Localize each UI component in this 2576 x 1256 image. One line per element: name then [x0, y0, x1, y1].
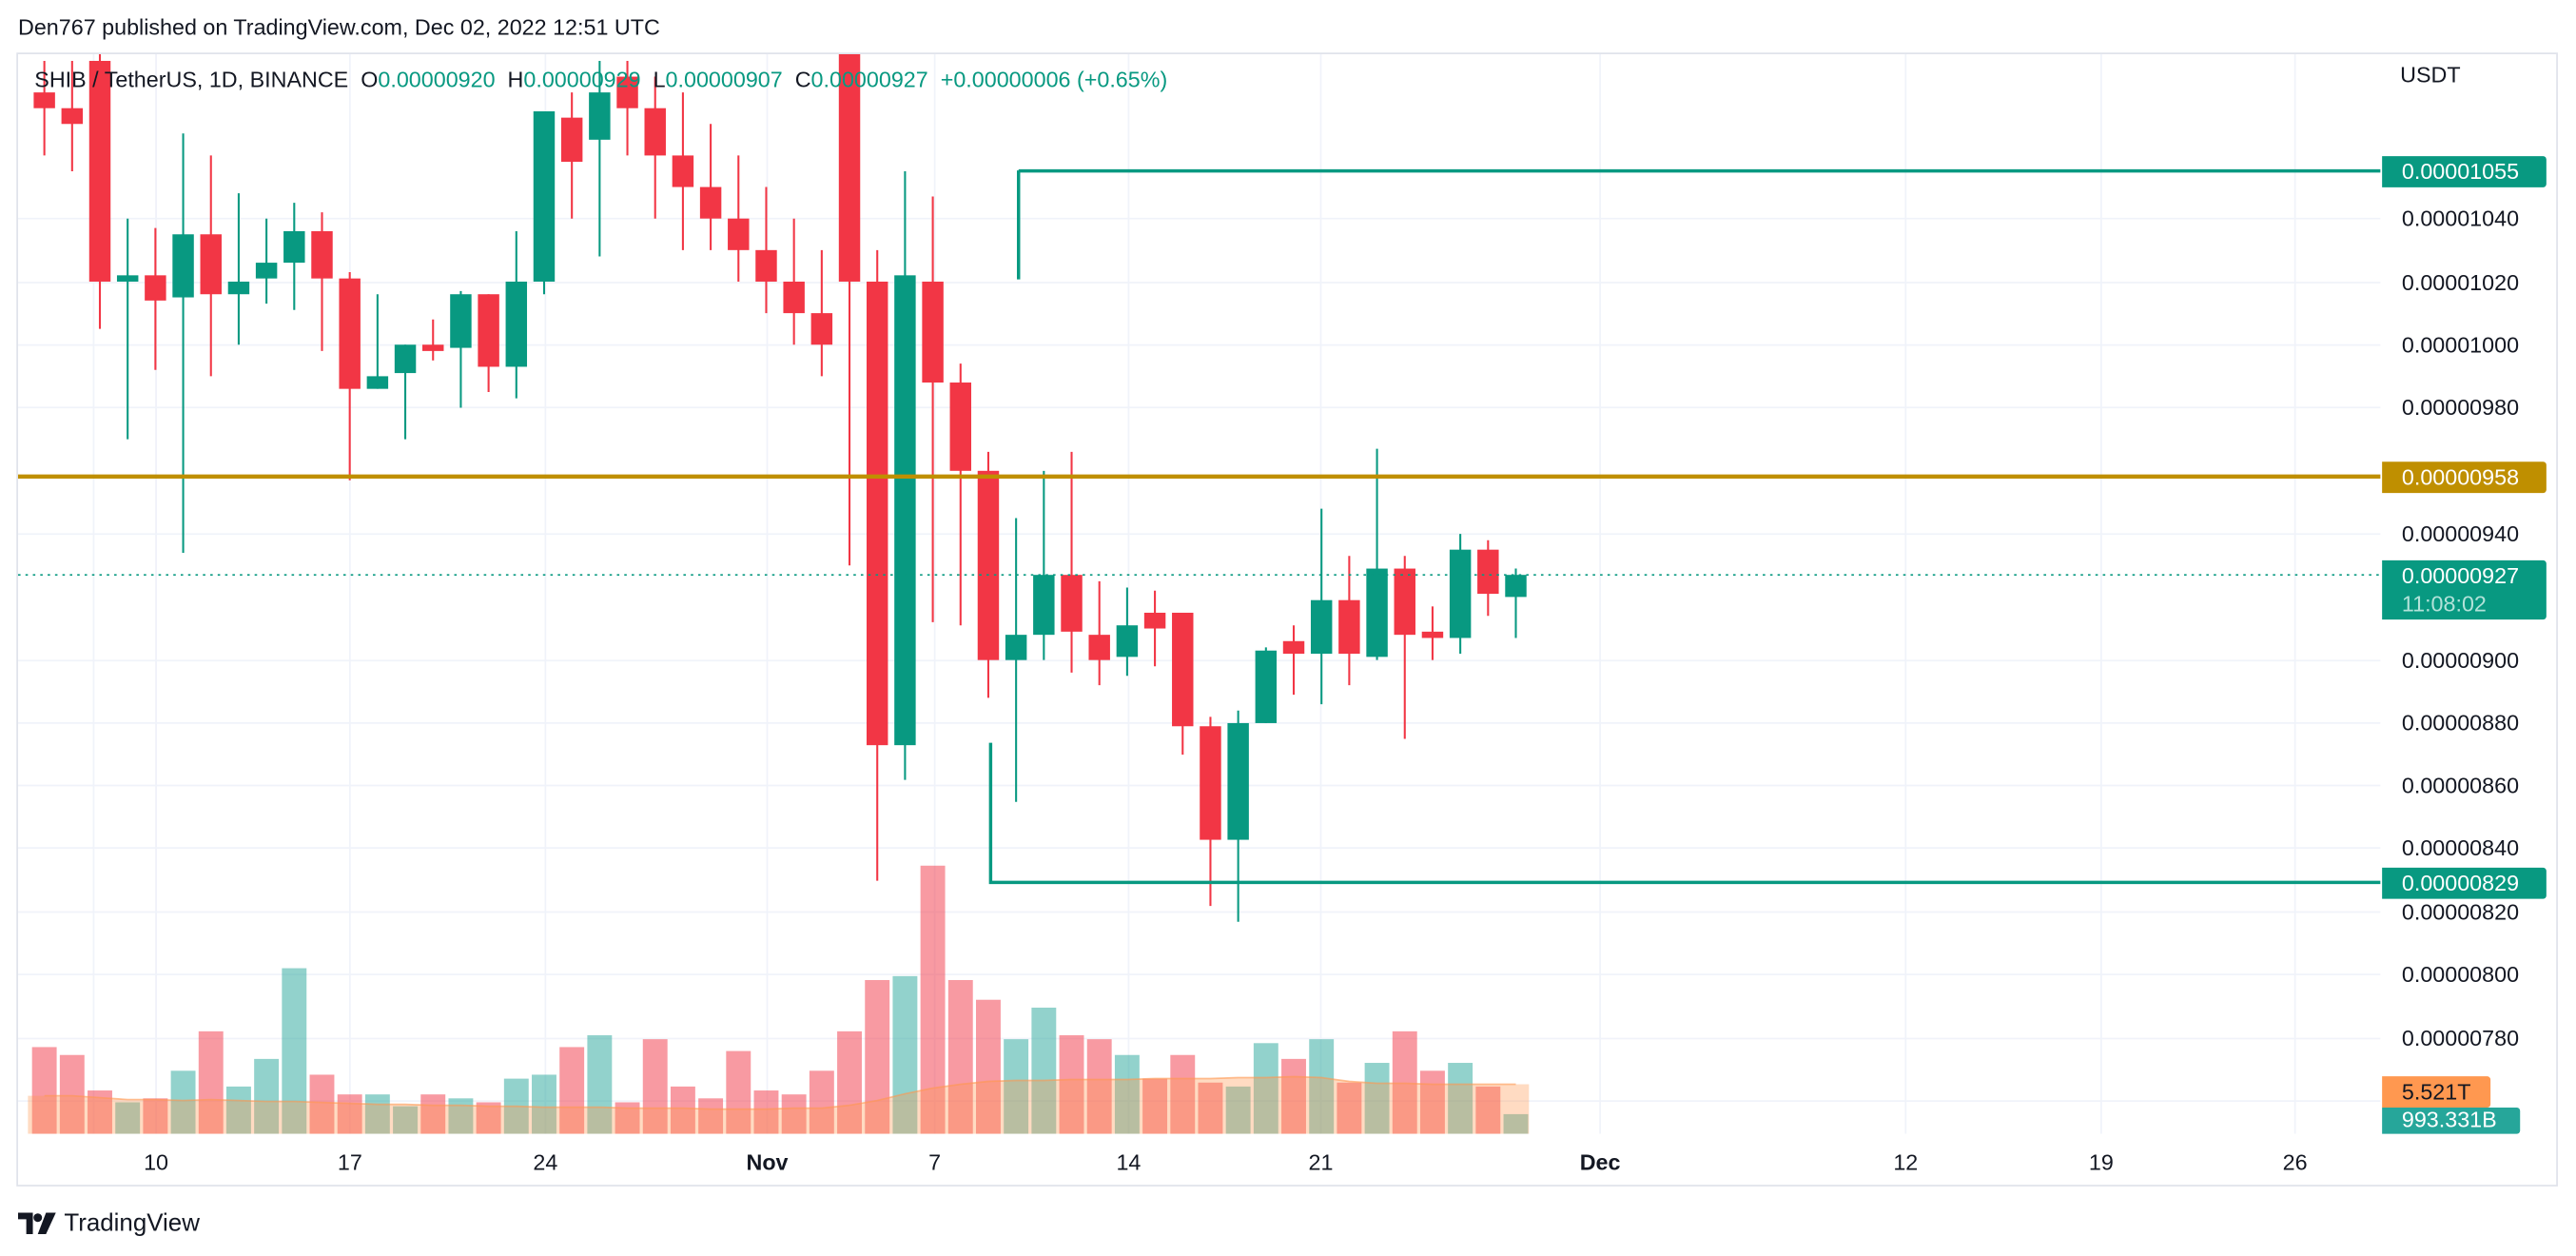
time-tick: 26: [2282, 1149, 2308, 1175]
chart-frame: [16, 52, 2558, 1187]
time-tick: Nov: [746, 1149, 789, 1175]
low-label: L: [653, 67, 666, 92]
high-value: 0.00000929: [523, 67, 641, 92]
price-tick: 0.00001000: [2401, 332, 2520, 358]
price-tick: 0.00000940: [2401, 521, 2520, 547]
volume-ma-tag: 5.521T: [2382, 1076, 2491, 1108]
price-tick: 0.00001040: [2401, 206, 2520, 231]
tradingview-logo-icon: [17, 1211, 56, 1234]
time-tick: 12: [1893, 1149, 1919, 1175]
volume-tag: 993.331B: [2382, 1107, 2521, 1134]
price-tick: 0.00000800: [2401, 962, 2520, 988]
price-tick: 0.00000980: [2401, 395, 2520, 421]
high-label: H: [507, 67, 524, 92]
open-label: O: [361, 67, 379, 92]
resistance-high-tag: 0.00001055: [2382, 156, 2547, 187]
bar-countdown: 11:08:02: [2401, 591, 2487, 617]
price-tick: 0.00000820: [2401, 899, 2520, 925]
time-tick: Dec: [1579, 1149, 1621, 1175]
time-tick: 24: [533, 1149, 558, 1175]
current-price-value: 0.00000927: [2401, 563, 2520, 589]
time-tick: 14: [1116, 1149, 1142, 1175]
symbol-legend: SHIB / TetherUS, 1D, BINANCE O0.00000920…: [34, 68, 1167, 92]
resistance-mid-tag: 0.00000958: [2382, 461, 2547, 494]
change-value: +0.00000006 (+0.65%): [940, 67, 1168, 92]
close-value: 0.00000927: [810, 67, 928, 92]
price-tick: 0.00000780: [2401, 1026, 2520, 1051]
current-price-tag: 0.00000927 11:08:02: [2382, 559, 2547, 620]
price-tick: 0.00000900: [2401, 648, 2520, 674]
price-tick: 0.00000840: [2401, 835, 2520, 861]
price-tick: 0.00000880: [2401, 710, 2520, 736]
close-label: C: [794, 67, 811, 92]
price-axis-unit: USDT: [2400, 62, 2461, 88]
brand-name: TradingView: [64, 1209, 200, 1238]
tradingview-logo[interactable]: TradingView: [17, 1209, 200, 1238]
time-tick: 17: [337, 1149, 362, 1175]
open-value: 0.00000920: [378, 67, 496, 92]
published-info: Den767 published on TradingView.com, Dec…: [17, 14, 660, 40]
support-low-tag: 0.00000829: [2382, 867, 2547, 899]
time-tick: 7: [928, 1149, 942, 1175]
time-tick: 21: [1308, 1149, 1334, 1175]
price-tick: 0.00000860: [2401, 773, 2520, 798]
symbol-name[interactable]: SHIB / TetherUS, 1D, BINANCE: [34, 67, 349, 92]
price-tick: 0.00001020: [2401, 270, 2520, 295]
time-tick: 19: [2088, 1149, 2114, 1175]
time-tick: 10: [144, 1149, 169, 1175]
low-value: 0.00000907: [665, 67, 783, 92]
